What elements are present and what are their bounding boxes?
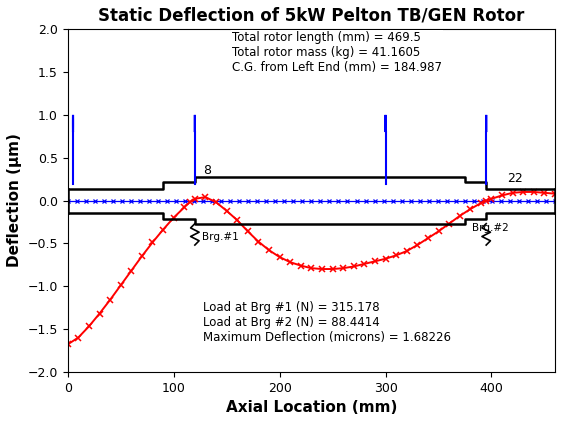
Text: Brg.#1: Brg.#1 (202, 232, 239, 242)
Text: Total rotor length (mm) = 469.5
Total rotor mass (kg) = 41.1605
C.G. from Left E: Total rotor length (mm) = 469.5 Total ro… (232, 31, 442, 74)
Y-axis label: Deflection (μm): Deflection (μm) (7, 134, 22, 268)
Text: Brg.#2: Brg.#2 (473, 223, 509, 233)
X-axis label: Axial Location (mm): Axial Location (mm) (226, 400, 397, 415)
Text: 8: 8 (203, 164, 211, 176)
Title: Static Deflection of 5kW Pelton TB/GEN Rotor: Static Deflection of 5kW Pelton TB/GEN R… (98, 7, 524, 25)
Text: Load at Brg #1 (N) = 315.178
Load at Brg #2 (N) = 88.4414
Maximum Deflection (mi: Load at Brg #1 (N) = 315.178 Load at Brg… (203, 301, 451, 344)
Text: 22: 22 (507, 172, 523, 185)
